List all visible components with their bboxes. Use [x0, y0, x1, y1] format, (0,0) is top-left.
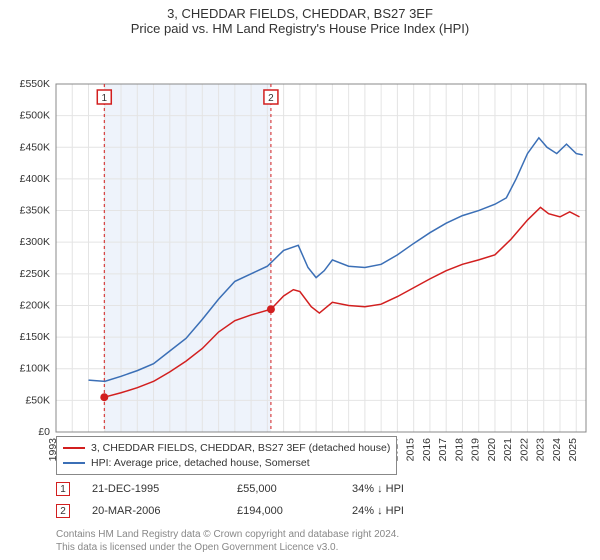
- sale-flag-label: 2: [268, 93, 274, 104]
- chart-title: 3, CHEDDAR FIELDS, CHEDDAR, BS27 3EF Pri…: [0, 0, 600, 36]
- legend-label: 3, CHEDDAR FIELDS, CHEDDAR, BS27 3EF (de…: [91, 441, 390, 456]
- sale-flag-label: 1: [102, 93, 108, 104]
- legend-swatch: [63, 447, 85, 449]
- chart-svg: £0 £50K £100K £150K £200K £250K £300K £350K £400…: [0, 36, 600, 472]
- event-marker: 1: [56, 482, 70, 496]
- legend-row: 3, CHEDDAR FIELDS, CHEDDAR, BS27 3EF (de…: [63, 441, 390, 456]
- y-tick-label: £100K: [20, 363, 50, 375]
- x-tick-label: 2022: [518, 438, 530, 462]
- legend-row: HPI: Average price, detached house, Some…: [63, 456, 390, 471]
- title-line-2: Price paid vs. HM Land Registry's House …: [0, 21, 600, 36]
- legend: 3, CHEDDAR FIELDS, CHEDDAR, BS27 3EF (de…: [56, 436, 397, 475]
- event-price: £55,000: [237, 483, 352, 495]
- y-tick-label: £0: [38, 426, 50, 438]
- sale-point-marker: [100, 393, 108, 401]
- y-tick-label: £450K: [20, 141, 50, 153]
- line-chart: £0 £50K £100K £150K £200K £250K £300K £350K £400…: [0, 36, 600, 472]
- event-marker: 2: [56, 504, 70, 518]
- event-delta: 34% ↓ HPI: [352, 483, 482, 495]
- attribution-footer: Contains HM Land Registry data © Crown c…: [56, 528, 399, 554]
- footer-line-1: Contains HM Land Registry data © Crown c…: [56, 528, 399, 541]
- sale-point-marker: [267, 305, 275, 313]
- legend-swatch: [63, 462, 85, 464]
- x-tick-label: 2017: [437, 438, 449, 462]
- event-date: 20-MAR-2006: [92, 505, 237, 517]
- x-tick-label: 2020: [486, 438, 498, 462]
- x-tick-label: 2018: [453, 438, 465, 462]
- y-tick-label: £500K: [20, 110, 50, 122]
- event-row: 1 21-DEC-1995£55,00034% ↓ HPI: [56, 478, 482, 500]
- event-row: 2 20-MAR-2006£194,00024% ↓ HPI: [56, 500, 482, 522]
- x-tick-label: 2016: [421, 438, 433, 462]
- x-tick-label: 2024: [551, 438, 563, 462]
- x-tick-label: 2023: [535, 438, 547, 462]
- x-tick-label: 2019: [470, 438, 482, 462]
- x-tick-label: 2021: [502, 438, 514, 462]
- y-tick-label: £250K: [20, 268, 50, 280]
- x-tick-label: 2025: [567, 438, 579, 462]
- y-tick-label: £150K: [20, 331, 50, 343]
- x-tick-label: 2015: [405, 438, 417, 462]
- event-date: 21-DEC-1995: [92, 483, 237, 495]
- title-line-1: 3, CHEDDAR FIELDS, CHEDDAR, BS27 3EF: [0, 6, 600, 21]
- sale-events-table: 1 21-DEC-1995£55,00034% ↓ HPI 2 20-MAR-2006…: [56, 478, 482, 522]
- footer-line-2: This data is licensed under the Open Gov…: [56, 541, 399, 554]
- y-tick-label: £200K: [20, 299, 50, 311]
- y-tick-label: £50K: [25, 394, 50, 406]
- event-delta: 24% ↓ HPI: [352, 505, 482, 517]
- y-tick-label: £300K: [20, 236, 50, 248]
- y-tick-label: £400K: [20, 173, 50, 185]
- event-price: £194,000: [237, 505, 352, 517]
- y-tick-label: £350K: [20, 205, 50, 217]
- y-tick-label: £550K: [20, 78, 50, 90]
- legend-label: HPI: Average price, detached house, Some…: [91, 456, 310, 471]
